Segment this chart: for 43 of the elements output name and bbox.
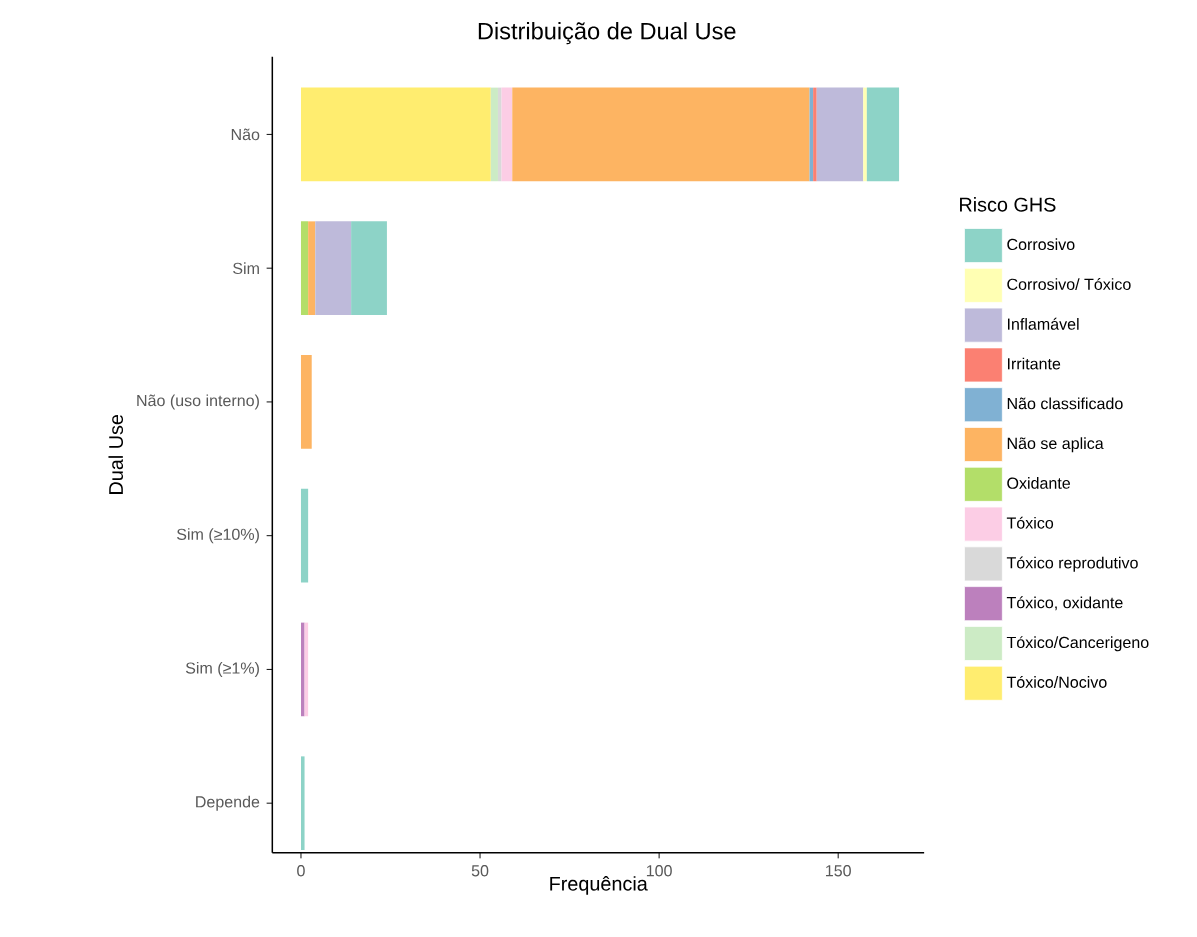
bar [501, 87, 513, 182]
x-tick-label: 150 [826, 865, 851, 877]
bar [863, 87, 867, 182]
legend-label: Tóxico [1006, 516, 1054, 529]
bar [813, 87, 817, 182]
bar [866, 87, 900, 182]
legend-label: Tóxico/Nocivo [1006, 675, 1107, 688]
y-tick-label: Depende [196, 795, 260, 811]
legend-label: Corrosivo/ Tóxico [1007, 278, 1131, 290]
bar [300, 355, 312, 449]
x-tick-label: 50 [471, 865, 489, 877]
x-tick-label: 0 [297, 865, 305, 877]
bar [300, 488, 309, 583]
legend-label: Tóxico, oxidante [1006, 596, 1123, 611]
bar [308, 221, 316, 315]
legend-label: Tóxico reprodutivo [1006, 556, 1138, 572]
legend-label: Tóxico/Cancerigeno [1006, 636, 1149, 652]
bar [816, 87, 864, 182]
y-tick-label: Sim (≥10%) [177, 528, 259, 544]
bar [512, 87, 810, 182]
legend-label: Corrosivo [1007, 238, 1075, 251]
bar [300, 87, 491, 182]
bar [300, 622, 305, 717]
bar [351, 221, 387, 315]
legend-title: Risco GHS [960, 197, 1056, 212]
bar [300, 221, 309, 315]
chart-title: Distribuição de Dual Use [478, 22, 736, 45]
legend-label: Inflamável [1007, 317, 1079, 330]
bar [300, 756, 305, 850]
legend-label: Não classificado [1007, 397, 1123, 410]
legend-label: Oxidante [1007, 477, 1070, 489]
y-tick-label: Não (uso interno) [137, 394, 259, 410]
legend-label: Irritante [1007, 357, 1061, 370]
y-tick-label: Sim [233, 262, 259, 275]
y-axis-title: Dual Use [108, 414, 124, 494]
legend-label: Não se aplica [1007, 437, 1104, 453]
y-tick-label: Não [231, 128, 260, 141]
x-axis-title: Frequência [550, 876, 648, 895]
y-tick-label: Sim (≥1%) [185, 661, 259, 677]
bar [490, 87, 498, 182]
bar [497, 87, 502, 182]
x-tick-label: 100 [646, 865, 672, 877]
bar [315, 221, 352, 315]
